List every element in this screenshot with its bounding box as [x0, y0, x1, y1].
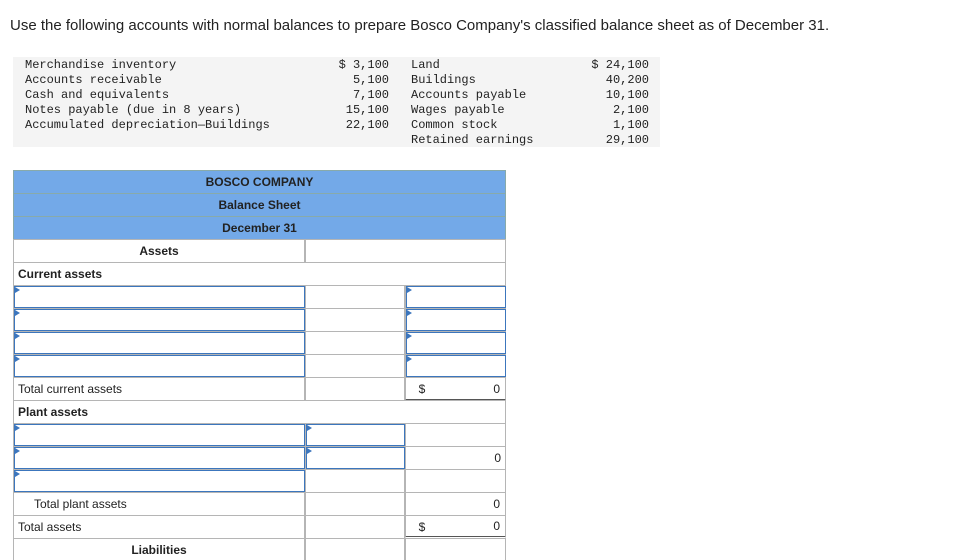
account-amount: $ 24,100 — [591, 58, 649, 72]
account-name: Buildings — [411, 73, 476, 87]
input-field[interactable] — [406, 332, 506, 354]
account-name: Cash and equivalents — [25, 88, 170, 102]
grid-cell — [305, 308, 405, 332]
section-label: Current assets — [13, 262, 506, 286]
grid-cell — [305, 285, 405, 309]
accounts-list: Merchandise inventory $ 3,100 Accounts rec… — [13, 57, 660, 147]
section-label: Plant assets — [13, 400, 506, 424]
subtotal-amount: 0 — [494, 451, 501, 465]
account-name: Accounts receivable — [25, 73, 162, 87]
input-field[interactable] — [14, 332, 305, 354]
currency: $ — [418, 520, 426, 534]
grid-cell — [305, 354, 405, 378]
account-name: Common stock — [411, 118, 498, 132]
account-amount: 22,100 — [345, 118, 389, 132]
grid-cell — [305, 377, 405, 401]
grid-cell — [305, 469, 405, 493]
input-field[interactable] — [14, 286, 305, 308]
total-amount: 0 — [405, 492, 506, 516]
account-name: Retained earnings — [411, 133, 534, 147]
account-amount: $ 3,100 — [338, 58, 389, 72]
grid-cell — [305, 515, 405, 539]
section-heading: Assets — [13, 239, 305, 263]
total-label: Total plant assets — [13, 492, 305, 516]
account-name: Accounts payable — [411, 88, 527, 102]
grid-cell — [405, 469, 506, 493]
input-field[interactable] — [14, 355, 305, 377]
grid-cell — [405, 538, 506, 560]
grid-cell — [405, 423, 506, 447]
total-amount: 0 — [405, 377, 506, 401]
header-row: Balance Sheet — [13, 193, 506, 217]
account-name: Wages payable — [411, 103, 505, 117]
section-heading: Liabilities — [13, 538, 305, 560]
account-amount: 40,200 — [605, 73, 649, 87]
input-field[interactable] — [14, 309, 305, 331]
account-name: Land — [411, 58, 440, 72]
input-field[interactable] — [14, 424, 305, 446]
total-amount: 0 — [405, 515, 506, 539]
blank-cell — [305, 239, 506, 263]
account-name: Notes payable (due in 8 years) — [25, 103, 242, 117]
account-name: Merchandise inventory — [25, 58, 177, 72]
grid-cell — [305, 492, 405, 516]
input-field[interactable] — [306, 424, 405, 446]
input-field[interactable] — [14, 447, 305, 469]
total-label: Total current assets — [13, 377, 305, 401]
header-row: December 31 — [13, 216, 506, 240]
account-amount: 15,100 — [345, 103, 389, 117]
input-field[interactable] — [406, 286, 506, 308]
input-field[interactable] — [14, 470, 305, 492]
account-amount: 5,100 — [352, 73, 389, 87]
account-amount: 29,100 — [605, 133, 649, 147]
account-name: Accumulated depreciation—Buildings — [25, 118, 270, 132]
input-field[interactable] — [306, 447, 405, 469]
account-amount: 2,100 — [612, 103, 649, 117]
grid-cell — [305, 538, 405, 560]
grid-cell — [305, 331, 405, 355]
account-amount: 7,100 — [352, 88, 389, 102]
total-label: Total assets — [13, 515, 305, 539]
currency: $ — [418, 382, 426, 396]
instructions: Use the following accounts with normal b… — [10, 17, 830, 34]
header-row: BOSCO COMPANY — [13, 170, 506, 194]
account-amount: 10,100 — [605, 88, 649, 102]
input-field[interactable] — [406, 355, 506, 377]
input-field[interactable] — [406, 309, 506, 331]
account-amount: 1,100 — [612, 118, 649, 132]
